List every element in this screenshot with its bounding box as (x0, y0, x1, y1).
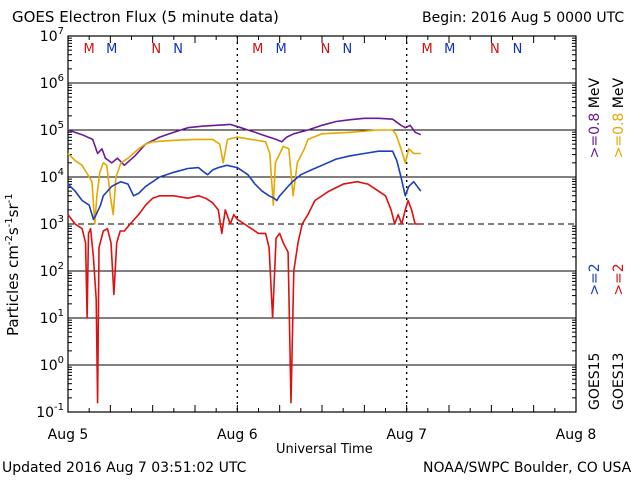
mn-marker: N (151, 42, 161, 57)
x-tick-label: Aug 5 (48, 427, 89, 443)
begin-time: Begin: 2016 Aug 5 0000 UTC (422, 10, 625, 26)
legend-goes13-2mev: >=2 (611, 263, 627, 296)
y-axis-label: Particles cm-2s-1sr-1 (4, 193, 22, 336)
y-tick-labels: 107 106 105 104 103 102 101 100 10-1 (36, 26, 64, 421)
mn-marker: M (422, 42, 433, 57)
legend-goes15: GOES15 (587, 352, 603, 410)
series-line (67, 117, 422, 167)
x-tick-label: Aug 7 (386, 427, 427, 443)
y-tick-label: 106 (40, 73, 64, 92)
y-tick-label: 100 (40, 355, 64, 374)
legend-goes15-2mev: >=2 (587, 263, 603, 296)
series-line (67, 180, 421, 404)
mn-marker: N (173, 42, 183, 57)
y-tick-label: 104 (40, 167, 64, 186)
series-line (67, 150, 422, 221)
mn-marker: M (84, 42, 95, 57)
x-tick-label: Aug 8 (556, 427, 597, 443)
y-tick-label: 102 (40, 261, 64, 280)
y-tick-label: 101 (40, 308, 64, 327)
x-axis-label: Universal Time (276, 442, 373, 457)
mn-marker: M (252, 42, 263, 57)
series-line (67, 129, 421, 225)
x-tick-label: Aug 6 (217, 427, 258, 443)
legend-unit-2: MeV (611, 77, 627, 109)
chart-title: GOES Electron Flux (5 minute data) (12, 8, 279, 26)
grid-lines (68, 37, 576, 399)
legend-goes13: GOES13 (611, 352, 627, 410)
mn-marker: M (444, 42, 455, 57)
legend-col1: GOES15 >=2 >=0.8 MeV (587, 78, 603, 410)
y-tick-label: 107 (40, 26, 64, 45)
mn-marker: M (275, 42, 286, 57)
y-tick-label: 105 (40, 120, 64, 139)
mn-marker: N (321, 42, 331, 57)
y-tick-label: 10-1 (36, 402, 64, 421)
x-tick-labels: Aug 5 Aug 6 Aug 7 Aug 8 (48, 427, 597, 443)
mn-marker: N (513, 42, 523, 57)
mn-marker: N (343, 42, 353, 57)
legend-unit-1: MeV (587, 77, 603, 109)
legend-col2: GOES13 >=2 >=0.8 MeV (611, 78, 627, 410)
legend-goes15-08mev: >=0.8 (587, 112, 603, 159)
updated-timestamp: Updated 2016 Aug 7 03:51:02 UTC (2, 460, 247, 476)
credit: NOAA/SWPC Boulder, CO USA (423, 460, 632, 476)
day-ticks (67, 36, 577, 412)
y-tick-label: 103 (40, 214, 64, 233)
mn-marker: M (106, 42, 117, 57)
series-group (67, 117, 422, 404)
mn-marker: N (490, 42, 500, 57)
legend-goes13-08mev: >=0.8 (611, 112, 627, 159)
